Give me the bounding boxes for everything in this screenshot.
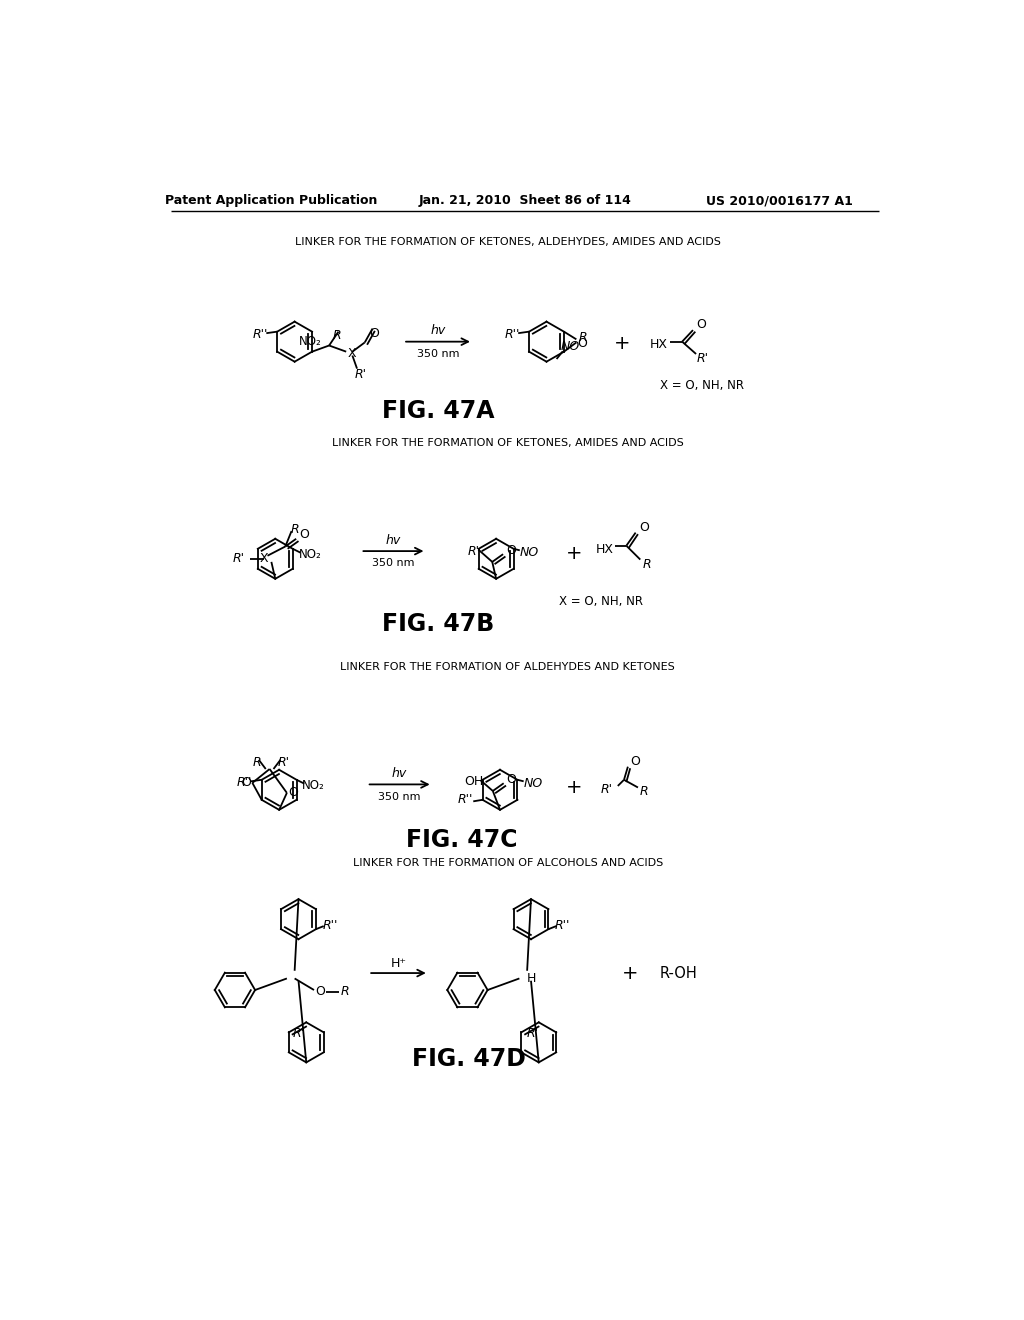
Text: H: H	[526, 972, 536, 985]
Text: 350 nm: 350 nm	[372, 558, 415, 569]
Text: R'': R''	[237, 776, 252, 789]
Text: R: R	[642, 557, 651, 570]
Text: 350 nm: 350 nm	[379, 792, 421, 801]
Text: FIG. 47C: FIG. 47C	[406, 828, 517, 851]
Text: NO₂: NO₂	[298, 548, 322, 561]
Text: H⁺: H⁺	[390, 957, 407, 970]
Text: R'': R''	[504, 329, 520, 342]
Text: FIG. 47D: FIG. 47D	[412, 1047, 526, 1072]
Text: R': R'	[468, 545, 479, 557]
Text: R'': R''	[458, 793, 473, 807]
Text: R'': R''	[323, 919, 338, 932]
Text: 350 nm: 350 nm	[417, 348, 459, 359]
Text: X: X	[259, 552, 268, 565]
Text: O: O	[578, 338, 588, 351]
Text: O: O	[369, 326, 379, 339]
Text: R': R'	[232, 552, 245, 565]
Text: R: R	[579, 331, 587, 345]
Text: Patent Application Publication: Patent Application Publication	[165, 194, 378, 207]
Text: O: O	[507, 774, 516, 785]
Text: OH: OH	[465, 775, 484, 788]
Text: R': R'	[293, 1027, 304, 1040]
Text: NO: NO	[519, 546, 539, 560]
Text: O: O	[630, 755, 640, 768]
Text: +: +	[565, 544, 582, 562]
Text: FIG. 47B: FIG. 47B	[382, 612, 495, 636]
Text: R'': R''	[555, 919, 570, 932]
Text: X: X	[348, 347, 356, 360]
Text: R'': R''	[253, 329, 268, 342]
Text: NO: NO	[523, 777, 543, 791]
Text: R: R	[341, 985, 349, 998]
Text: R': R'	[696, 352, 709, 366]
Text: NO₂: NO₂	[299, 335, 322, 347]
Text: O: O	[639, 520, 649, 533]
Text: O: O	[288, 787, 298, 800]
Text: LINKER FOR THE FORMATION OF ALDEHYDES AND KETONES: LINKER FOR THE FORMATION OF ALDEHYDES AN…	[340, 661, 675, 672]
Text: NO: NO	[561, 341, 581, 354]
Text: hv: hv	[392, 767, 408, 780]
Text: NO₂: NO₂	[302, 779, 325, 792]
Text: O: O	[299, 528, 309, 541]
Text: R: R	[640, 785, 648, 797]
Text: Jan. 21, 2010  Sheet 86 of 114: Jan. 21, 2010 Sheet 86 of 114	[419, 194, 631, 207]
Text: FIG. 47A: FIG. 47A	[382, 399, 495, 422]
Text: X = O, NH, NR: X = O, NH, NR	[659, 379, 743, 392]
Text: R': R'	[355, 368, 367, 381]
Text: US 2010/0016177 A1: US 2010/0016177 A1	[706, 194, 852, 207]
Text: HX: HX	[650, 338, 668, 351]
Text: O: O	[242, 776, 251, 789]
Text: HX: HX	[596, 543, 613, 556]
Text: R': R'	[526, 1027, 539, 1040]
Text: +: +	[614, 334, 631, 352]
Text: R: R	[333, 329, 341, 342]
Text: +: +	[565, 777, 582, 797]
Text: O: O	[695, 318, 706, 331]
Text: LINKER FOR THE FORMATION OF ALCOHOLS AND ACIDS: LINKER FOR THE FORMATION OF ALCOHOLS AND…	[352, 858, 663, 869]
Text: O: O	[506, 544, 516, 557]
Text: R: R	[253, 756, 261, 770]
Text: R-OH: R-OH	[659, 965, 697, 981]
Text: +: +	[622, 964, 638, 982]
Text: R: R	[291, 523, 299, 536]
Text: R': R'	[601, 783, 613, 796]
Text: hv: hv	[430, 325, 445, 338]
Text: X = O, NH, NR: X = O, NH, NR	[559, 594, 643, 607]
Text: LINKER FOR THE FORMATION OF KETONES, AMIDES AND ACIDS: LINKER FOR THE FORMATION OF KETONES, AMI…	[332, 438, 684, 449]
Text: R': R'	[278, 756, 290, 770]
Text: hv: hv	[386, 533, 401, 546]
Text: O: O	[315, 985, 326, 998]
Text: LINKER FOR THE FORMATION OF KETONES, ALDEHYDES, AMIDES AND ACIDS: LINKER FOR THE FORMATION OF KETONES, ALD…	[295, 236, 721, 247]
